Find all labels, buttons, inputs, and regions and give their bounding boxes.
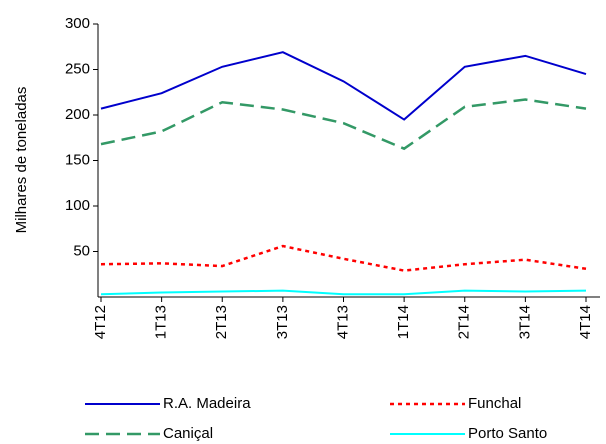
x-tick-label: 4T14 [577, 305, 594, 339]
y-axis-label: Milhares de toneladas [13, 87, 30, 234]
x-tick-label: 3T13 [274, 305, 291, 339]
y-tick-label: 50 [73, 242, 90, 259]
x-tick-label: 2T13 [213, 305, 230, 339]
legend-label: Funchal [468, 395, 521, 412]
y-tick-label: 150 [65, 151, 90, 168]
legend-label: R.A. Madeira [163, 395, 251, 412]
series-line [100, 51, 587, 121]
x-tick-label: 3T14 [516, 305, 533, 339]
y-tick-label: 250 [65, 60, 90, 77]
legend-label: Porto Santo [468, 425, 547, 442]
y-tick-label: 200 [65, 106, 90, 123]
series-line [100, 244, 587, 272]
y-tick-label: 100 [65, 197, 90, 214]
y-tick-label: 300 [65, 15, 90, 32]
legend-label: Caniçal [163, 425, 213, 442]
x-tick-label: 2T14 [456, 305, 473, 339]
series-line [100, 289, 587, 296]
series-line [100, 98, 587, 151]
x-tick-label: 4T12 [92, 305, 109, 339]
x-tick-label: 1T13 [153, 305, 170, 339]
x-tick-label: 1T14 [395, 305, 412, 339]
x-tick-label: 4T13 [334, 305, 351, 339]
